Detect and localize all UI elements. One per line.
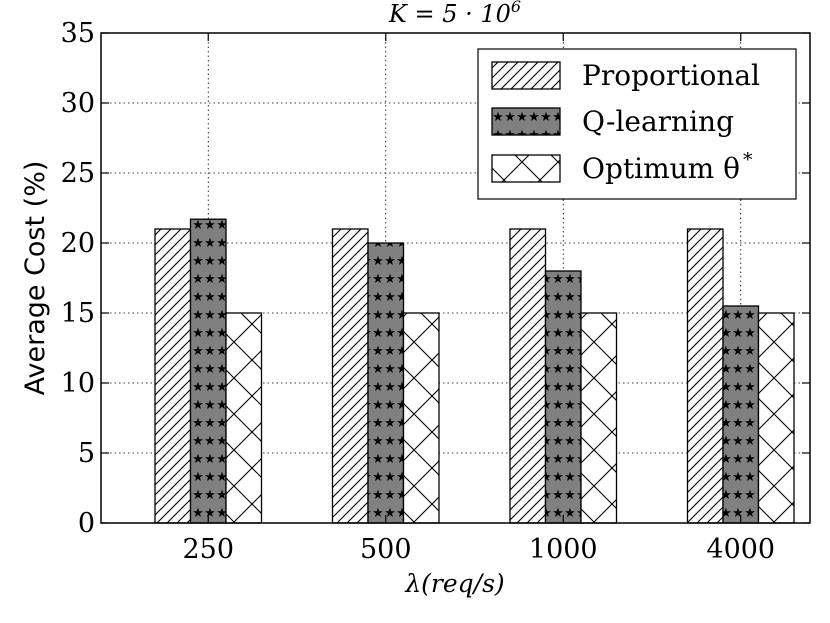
legend-label-q-learning: Q-learning — [582, 105, 734, 138]
y-tick-label: 25 — [61, 158, 95, 189]
y-axis-label: Average Cost (%) — [20, 161, 51, 396]
legend-label-optimum: Optimum θ * — [582, 149, 753, 185]
bar-optimum-500 — [402, 312, 440, 524]
x-tick-label: 4000 — [706, 534, 775, 565]
x-tick-label: 1000 — [529, 534, 598, 565]
x-tick-label: 500 — [360, 534, 412, 565]
bars — [154, 218, 795, 524]
bar-proportional-4000 — [686, 228, 724, 524]
y-tick-label: 5 — [78, 438, 95, 469]
y-tick-label: 30 — [61, 88, 95, 119]
plot-area-frame — [100, 32, 811, 524]
bar-q-learning-250 — [189, 218, 227, 524]
x-axis-label: λ(req/s) — [404, 569, 504, 598]
y-tick-label: 10 — [61, 368, 95, 399]
bar-q-learning-1000 — [544, 270, 582, 524]
legend-label-proportional: Proportional — [582, 59, 760, 92]
bar-optimum-1000 — [580, 312, 618, 524]
legend: Proportional Q-learning Optimum θ * — [477, 48, 797, 200]
y-tick-label: 0 — [78, 508, 95, 539]
bar-proportional-1000 — [509, 228, 547, 524]
axis-ticks: 0 5 10 15 20 25 30 35 250 500 1000 4000 — [61, 18, 810, 565]
legend-swatch-optimum — [491, 154, 561, 183]
bar-proportional-500 — [331, 228, 369, 524]
bar-optimum-4000 — [757, 312, 795, 524]
chart-title: K = 5 · 106 — [388, 0, 521, 28]
y-tick-label: 20 — [61, 228, 95, 259]
bar-optimum-250 — [225, 312, 263, 524]
y-tick-label: 35 — [61, 18, 95, 49]
legend-swatch-proportional — [491, 61, 561, 90]
legend-swatch-q-learning — [491, 107, 561, 136]
bar-q-learning-4000 — [722, 305, 760, 524]
y-tick-label: 15 — [61, 298, 95, 329]
bar-proportional-250 — [154, 228, 192, 524]
x-tick-label: 250 — [182, 534, 234, 565]
bar-q-learning-500 — [367, 242, 405, 524]
